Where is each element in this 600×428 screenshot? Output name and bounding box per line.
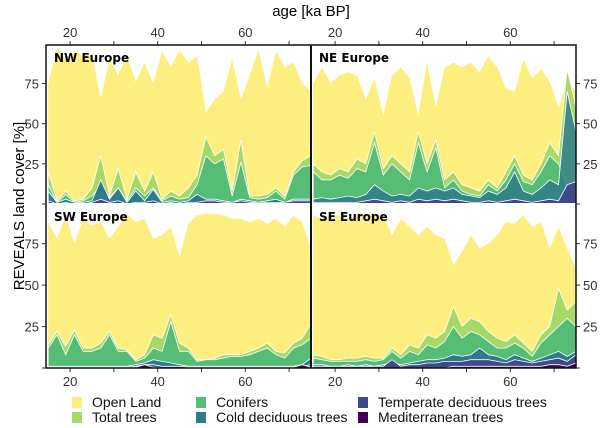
legend-item-open-land: Open Land — [72, 394, 161, 410]
area-layers — [312, 56, 576, 204]
legend-swatch — [358, 397, 368, 408]
x-tick-label: 40 — [150, 25, 164, 40]
x-tick-label: 20 — [63, 25, 77, 40]
y-tick-label: 50 — [583, 117, 597, 132]
x-tick-label: 60 — [238, 25, 252, 40]
area-conifers — [47, 320, 311, 368]
x-axis-label: age [ka BP] — [272, 3, 350, 20]
x-tick-label: 40 — [415, 25, 429, 40]
y-tick-label: 75 — [25, 76, 39, 91]
y-tick-label: 50 — [583, 278, 597, 293]
y-tick-label: 25 — [25, 157, 39, 172]
panel-title: SW Europe — [54, 210, 128, 224]
y-tick-label: 25 — [583, 320, 597, 335]
legend-label: Temperate deciduous trees — [378, 394, 547, 410]
area-cold-deciduous-trees — [47, 178, 311, 204]
y-tick-label: 75 — [583, 237, 597, 252]
x-tick-label: 40 — [415, 374, 429, 389]
area-open-land — [48, 48, 311, 204]
y-tick-label: 75 — [583, 76, 597, 91]
legend-swatch — [72, 397, 82, 408]
legend-label: Mediterranean trees — [378, 409, 503, 425]
legend-item-temperate-deciduous-trees: Temperate deciduous trees — [358, 394, 547, 410]
panel-sw-europe: SW Europe 20 40 60 25 50 75 — [25, 210, 311, 389]
area-open-land — [313, 213, 576, 368]
area-layers — [47, 48, 311, 204]
legend-label: Total trees — [92, 409, 157, 425]
legend-item-total-trees: Total trees — [72, 409, 157, 425]
panel-se-europe: SE Europe 20 40 60 25 50 75 — [312, 210, 597, 389]
panel-ne-europe: NE Europe 20 40 60 25 50 75 — [312, 25, 597, 205]
y-tick-label: 25 — [583, 157, 597, 172]
legend-item-conifers: Conifers — [196, 394, 268, 410]
legend-label: Conifers — [216, 394, 268, 410]
y-tick-label: 25 — [25, 320, 39, 335]
area-temperate-deciduous-trees — [312, 354, 576, 368]
x-tick-label: 40 — [150, 374, 164, 389]
y-tick-label: 50 — [25, 278, 39, 293]
legend-swatch — [72, 412, 82, 423]
area-conifers — [312, 317, 576, 368]
x-tick-label: 20 — [328, 25, 342, 40]
legend-item-cold-deciduous-trees: Cold deciduous trees — [196, 409, 348, 425]
x-tick-label: 60 — [238, 374, 252, 389]
legend-swatch — [358, 412, 368, 423]
area-cold-deciduous-trees — [312, 91, 576, 204]
panel-title: NW Europe — [54, 51, 129, 65]
x-tick-label: 60 — [503, 374, 517, 389]
legend-label: Open Land — [92, 394, 161, 410]
x-tick-label: 60 — [503, 25, 517, 40]
y-tick-label: 75 — [25, 237, 39, 252]
y-tick-label: 50 — [25, 117, 39, 132]
legend-label: Cold deciduous trees — [216, 409, 348, 425]
area-temperate-deciduous-trees — [47, 364, 311, 368]
x-tick-label: 20 — [328, 374, 342, 389]
area-layers — [47, 213, 311, 368]
area-open-land — [48, 213, 311, 368]
legend-item-mediterranean-trees: Mediterranean trees — [358, 409, 503, 425]
legend-swatch — [196, 412, 206, 423]
area-conifers — [47, 155, 311, 204]
y-axis-label: REVEALS land cover [%] — [11, 122, 28, 290]
panel-title: SE Europe — [319, 210, 388, 224]
area-temperate-deciduous-trees — [312, 181, 576, 204]
legend-swatch — [196, 397, 206, 408]
area-mediterranean-trees — [313, 362, 576, 368]
panel-nw-europe: NW Europe 20 40 60 25 50 75 — [25, 25, 311, 205]
x-tick-label: 20 — [63, 374, 77, 389]
area-layers — [312, 213, 576, 368]
panel-title: NE Europe — [319, 51, 389, 65]
